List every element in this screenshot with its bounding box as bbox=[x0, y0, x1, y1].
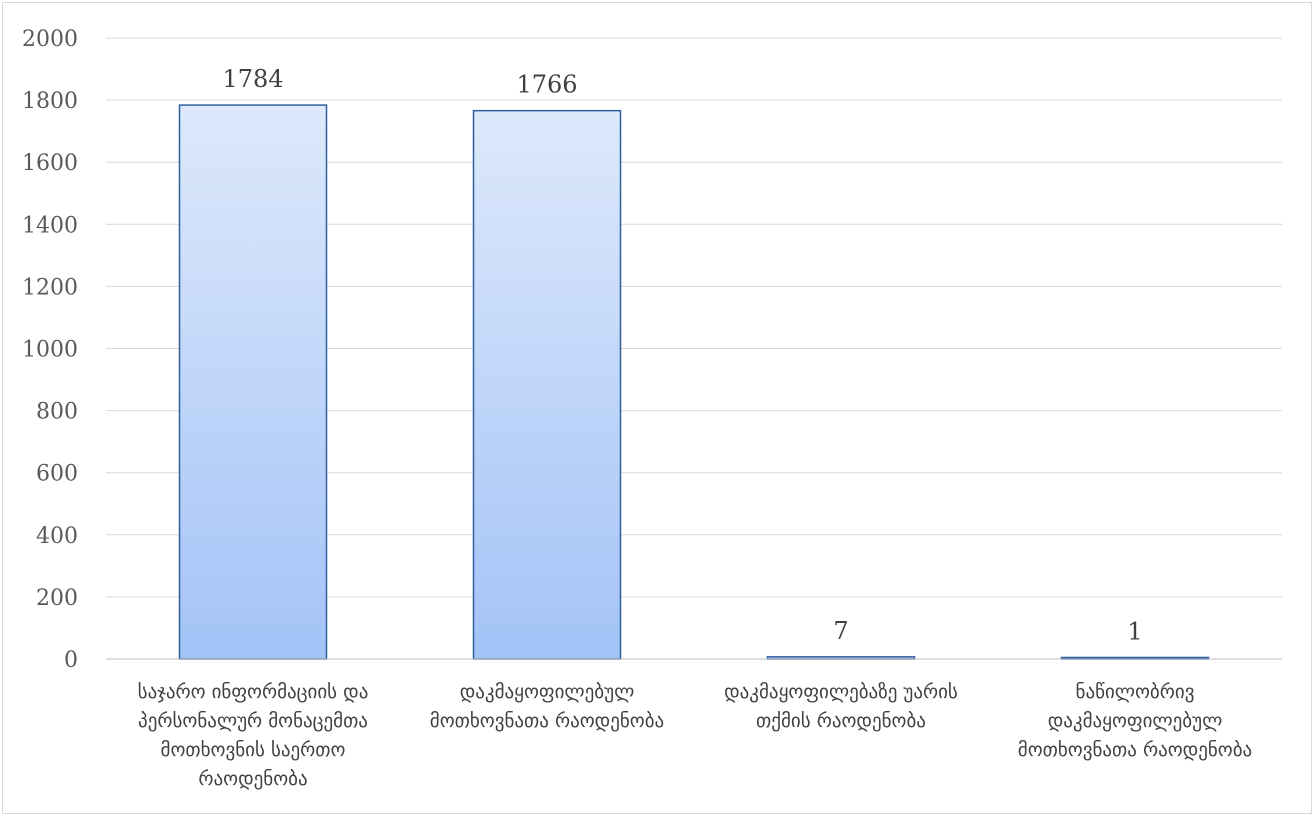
y-tick-label: 1200 bbox=[22, 275, 78, 300]
category-labels: საჯარო ინფორმაციის და პერსონალურ მონაცემთ… bbox=[138, 681, 1253, 790]
y-tick-label: 1800 bbox=[22, 89, 78, 114]
data-labels: 1784 1766 7 1 bbox=[222, 65, 1142, 645]
data-label: 1784 bbox=[222, 65, 283, 93]
category-label: დაკმაყოფილებაზე უარის თქმის რაოდენობა bbox=[724, 681, 958, 732]
category-label: დაკმაყოფილებულ მოთხოვნათა რაოდენობა bbox=[430, 681, 664, 732]
y-tick-label: 1600 bbox=[22, 151, 78, 176]
y-tick-label: 1400 bbox=[22, 213, 78, 238]
data-label: 1766 bbox=[516, 71, 577, 99]
category-label-line: პერსონალურ მონაცემთა bbox=[138, 710, 368, 732]
category-label-line: დაკმაყოფილებაზე უარის bbox=[724, 681, 958, 703]
category-label-line: დაკმაყოფილებულ bbox=[460, 681, 635, 703]
category-label-line: რაოდენობა bbox=[198, 768, 307, 790]
category-label-line: დაკმაყოფილებულ bbox=[1048, 710, 1223, 732]
category-label: საჯარო ინფორმაციის და პერსონალურ მონაცემთ… bbox=[138, 681, 369, 790]
y-tick-label: 1000 bbox=[22, 338, 78, 363]
bars bbox=[178, 104, 1210, 660]
y-tick-label: 0 bbox=[64, 648, 78, 673]
y-tick-label: 600 bbox=[36, 462, 78, 487]
y-tick-label: 2000 bbox=[22, 27, 78, 52]
bar bbox=[472, 109, 622, 660]
y-tick-label: 400 bbox=[36, 524, 78, 549]
data-label: 7 bbox=[833, 617, 848, 645]
category-label-line: თქმის რაოდენობა bbox=[756, 710, 926, 732]
y-tick-label: 800 bbox=[36, 400, 78, 425]
y-tick-label: 200 bbox=[36, 586, 78, 611]
category-label-line: მოთხოვნის საერთო bbox=[161, 739, 346, 761]
bar bbox=[178, 104, 328, 660]
category-label: ნაწილობრივ დაკმაყოფილებულ მოთხოვნათა რაოდე… bbox=[1018, 681, 1252, 761]
category-label-line: საჯარო ინფორმაციის და bbox=[138, 681, 369, 703]
category-label-line: მოთხოვნათა რაოდენობა bbox=[430, 710, 664, 732]
data-label: 1 bbox=[1127, 618, 1142, 646]
category-label-line: მოთხოვნათა რაოდენობა bbox=[1018, 739, 1252, 761]
y-axis-tick-labels: 0 200 400 600 800 1000 1200 1400 1600 1800 2000 bbox=[22, 27, 78, 673]
category-label-line: ნაწილობრივ bbox=[1076, 681, 1195, 703]
